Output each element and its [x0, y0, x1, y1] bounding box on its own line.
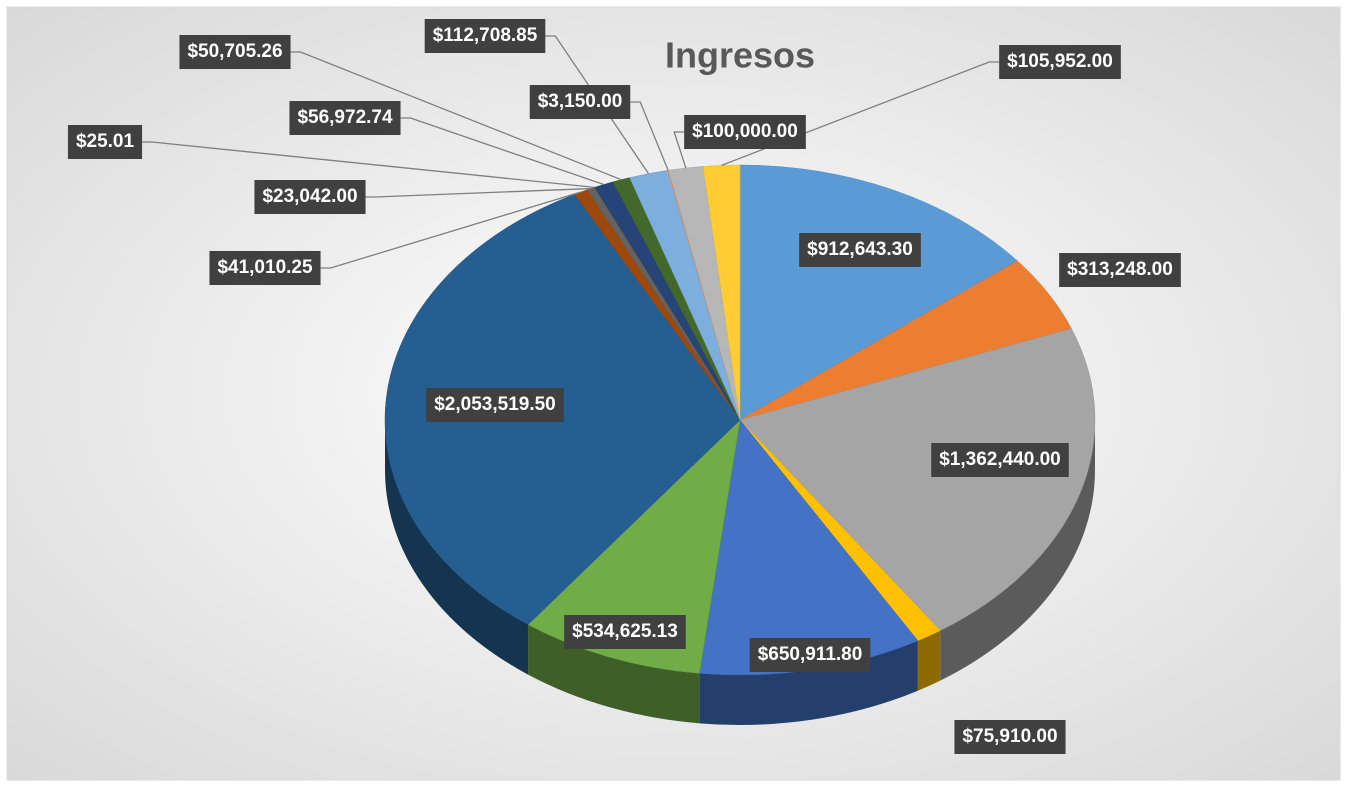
leader-line	[320, 191, 582, 269]
data-label-box	[999, 45, 1121, 79]
data-label-box	[424, 19, 546, 53]
data-label: $3,150.00	[538, 91, 623, 112]
data-label: $2,053,519.50	[434, 394, 556, 415]
data-label-box	[426, 388, 564, 422]
data-label-box	[529, 85, 631, 119]
data-label: $912,643.30	[807, 239, 913, 260]
data-label: $50,705.26	[187, 41, 282, 62]
data-label: $1,362,440.00	[939, 449, 1061, 470]
data-label-box	[931, 443, 1069, 477]
data-label: $650,911.80	[758, 644, 863, 665]
pie-side	[917, 630, 941, 691]
data-label-box	[209, 251, 321, 285]
data-label: $100,000.00	[692, 121, 798, 142]
data-label: $534,625.13	[572, 621, 678, 642]
pie-slice	[527, 419, 741, 674]
pie-side	[385, 420, 529, 675]
data-label-box	[1059, 253, 1181, 287]
data-label: $56,972.74	[297, 107, 393, 128]
pie-side	[528, 624, 700, 724]
data-label: $313,248.00	[1067, 259, 1173, 280]
leader-line	[630, 101, 669, 171]
leader-line	[721, 61, 1000, 166]
data-label-box	[564, 615, 686, 649]
data-label-box	[749, 638, 871, 672]
pie-side	[940, 420, 1095, 681]
data-label: $41,010.25	[217, 257, 313, 278]
data-label-box	[684, 115, 806, 149]
data-label-box	[254, 180, 366, 214]
pie-slice	[739, 164, 1018, 421]
pie-tops	[384, 164, 1096, 676]
leader-line	[365, 187, 592, 198]
data-label: $105,952.00	[1007, 51, 1113, 72]
leader-line	[142, 141, 595, 189]
data-label-box	[289, 101, 401, 135]
chart-title: Ingresos	[665, 35, 815, 76]
data-label: $112,708.85	[433, 25, 538, 46]
data-label: $25.01	[76, 131, 135, 152]
leader-line	[673, 131, 687, 169]
data-label-box	[954, 720, 1066, 754]
leader-line	[400, 117, 604, 186]
pie-slice	[739, 328, 1096, 631]
data-labels: $912,643.30 $313,248.00 $1,362,440.00 $75,9…	[67, 19, 1181, 754]
data-label-box	[179, 35, 291, 69]
data-label-box	[799, 233, 921, 267]
data-label-box	[67, 125, 143, 159]
leader-line	[290, 51, 622, 181]
data-label: $75,910.00	[962, 726, 1057, 747]
leader-line	[545, 35, 650, 174]
leader-lines	[142, 35, 1000, 269]
data-label: $23,042.00	[262, 186, 357, 207]
pie-slice	[702, 164, 741, 421]
